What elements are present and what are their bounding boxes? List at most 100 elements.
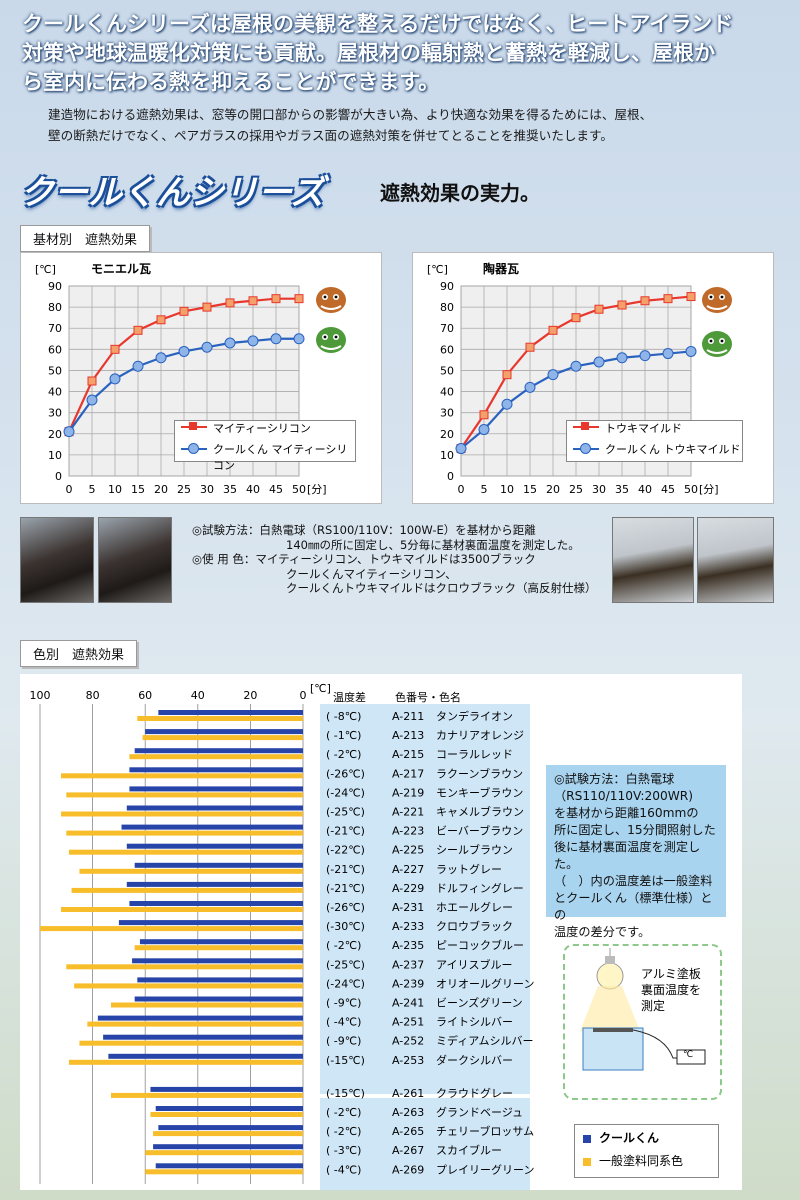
data-point-square: [179, 306, 189, 316]
bar-standard: [137, 716, 303, 721]
intro-line-1: クールくんシリーズは屋根の美観を整えるだけではなく、ヒートアイランド: [22, 12, 734, 36]
thermometer-label: ℃: [683, 1050, 694, 1060]
y-tick-label: 30: [440, 407, 454, 420]
y-tick-label: 80: [48, 301, 62, 314]
row-diff: ( -1℃): [326, 729, 361, 742]
y-tick-label: 10: [48, 449, 62, 462]
row-diff: (-24℃): [326, 786, 365, 799]
data-point-circle: [270, 333, 282, 345]
row-name: ビーンズグリーン: [436, 996, 523, 1010]
bar-coolkun: [126, 881, 303, 887]
bar-coolkun: [158, 1125, 303, 1131]
y-tick-label: 0: [447, 470, 454, 483]
chart-title: 陶器瓦: [483, 261, 519, 276]
sub-line-1: 建造物における遮熱効果は、窓等の開口部からの影響が大きい為、より快適な効果を得る…: [48, 107, 653, 122]
info-line: 温度の差分です。: [554, 925, 651, 939]
sub-line-2: 壁の断熱だけでなく、ペアガラスの採用やガラス面の遮熱対策を併せてとることを推奨い…: [48, 128, 613, 143]
row-name: オリオールグリーン: [436, 976, 534, 990]
info-line: （RS110/110V:200WR): [554, 789, 694, 803]
bar-coolkun: [155, 1163, 303, 1169]
bar-coolkun: [126, 805, 303, 811]
bar-standard: [66, 964, 303, 970]
data-point-square: [502, 370, 512, 380]
data-point-circle: [155, 352, 167, 364]
x-tick-label: 30: [592, 483, 606, 496]
data-point-circle: [224, 337, 236, 349]
data-point-square: [248, 296, 258, 306]
data-point-circle: [63, 426, 75, 438]
x-tick-label: 100: [30, 689, 51, 702]
row-diff: (-21℃): [326, 825, 365, 838]
y-tick-label: 20: [48, 428, 62, 441]
row-name: ホエールグレー: [436, 900, 513, 914]
legend-label-b: クールくん マイティーシリコン: [213, 443, 348, 472]
x-tick-label: 0: [458, 483, 465, 496]
table-bg: [320, 704, 530, 1094]
x-axis-label: [分]: [699, 483, 719, 496]
data-point-square: [571, 313, 581, 323]
x-tick-label: 45: [269, 483, 283, 496]
row-name: ダークシルバー: [436, 1053, 513, 1067]
bar-coolkun: [108, 1053, 303, 1059]
row-code: A-239: [392, 977, 424, 990]
brand-headline: クールくんシリーズ: [20, 173, 325, 213]
section-title-color: 色別 遮熱効果: [20, 640, 138, 667]
data-point-circle: [201, 341, 213, 353]
bar-standard: [74, 983, 303, 989]
bar-coolkun: [153, 1144, 303, 1150]
data-point-circle: [662, 348, 674, 360]
row-code: A-251: [392, 1016, 424, 1029]
data-point-circle: [616, 352, 628, 364]
mascot-red: [312, 282, 350, 320]
data-point-circle: [247, 335, 259, 347]
x-tick-label: 20: [243, 689, 257, 702]
row-name: チェリーブロッサム: [436, 1124, 534, 1138]
intro-line-2: 対策や地球温暖化対策にも貢献。屋根材の輻射熱と蓄熱を軽減し、屋根か: [22, 41, 715, 65]
intro-text: クールくんシリーズは屋根の美観を整えるだけではなく、ヒートアイランド 対策や地球…: [22, 10, 792, 97]
data-point-square: [640, 296, 650, 306]
info-line: を基材から距離160mmの: [554, 806, 699, 820]
bar-standard: [142, 735, 303, 741]
x-tick-label: 50: [684, 483, 698, 496]
bar-coolkun: [145, 729, 303, 735]
test-photo-1: [20, 517, 94, 603]
legend-ceramic: トウキマイルド クールくん トウキマイルド: [566, 420, 743, 462]
info-line: ◎試験方法：白熱電球: [554, 772, 675, 786]
row-code: A-253: [392, 1054, 424, 1067]
row-diff: (-26℃): [326, 901, 365, 914]
row-diff: ( -3℃): [326, 1144, 361, 1157]
info-line: 後に基材裏面温度を測定した。: [554, 840, 701, 871]
bar-standard: [145, 1150, 303, 1156]
bar-standard: [145, 1169, 303, 1175]
bar-standard: [61, 811, 303, 817]
data-point-circle: [178, 345, 190, 357]
row-diff: (-30℃): [326, 920, 365, 933]
bar-coolkun: [97, 1015, 303, 1021]
data-point-circle: [639, 350, 651, 362]
x-tick-label: 45: [661, 483, 675, 496]
data-point-circle: [109, 373, 121, 385]
bar-standard: [79, 868, 303, 874]
row-diff: ( -8℃): [326, 710, 361, 723]
data-point-square: [110, 344, 120, 354]
row-name: カナリアオレンジ: [436, 729, 524, 742]
row-diff: (-25℃): [326, 958, 365, 971]
bar-standard: [150, 1112, 303, 1117]
x-tick-label: 60: [138, 689, 152, 702]
mascot-green: [698, 326, 736, 364]
row-code: A-227: [392, 863, 424, 876]
table-header-code: 色番号・色名: [395, 690, 461, 704]
y-tick-label: 70: [440, 322, 454, 335]
row-code: A-217: [392, 767, 424, 780]
bar-standard: [111, 1092, 303, 1098]
row-code: A-221: [392, 806, 424, 819]
table-bg: [320, 1098, 530, 1190]
row-code: A-235: [392, 939, 424, 952]
bar-coolkun: [155, 1106, 303, 1111]
test-setup-diagram: アルミ塗板 裏面温度を 測定 ℃: [563, 944, 722, 1100]
bar-coolkun: [139, 939, 303, 945]
x-tick-label: 5: [481, 483, 488, 496]
bar-coolkun: [118, 920, 304, 926]
row-name: プレイリーグリーン: [436, 1162, 534, 1176]
legend-marker-circle: [580, 443, 591, 454]
